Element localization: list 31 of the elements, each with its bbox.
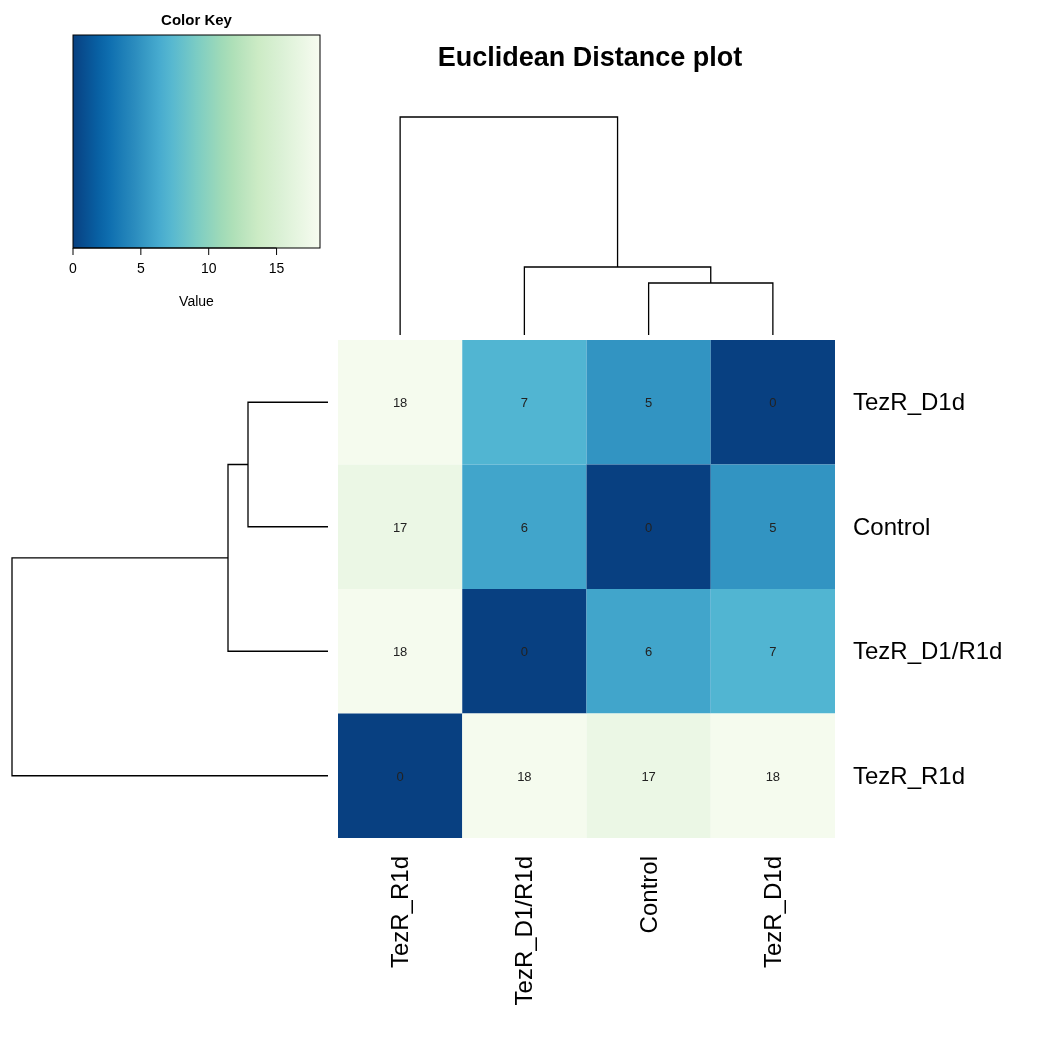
- x-tick-label: TezR_R1d: [386, 856, 414, 969]
- chart-title: Euclidean Distance plot: [437, 42, 743, 72]
- y-tick-label: TezR_R1d: [853, 761, 966, 789]
- data-label: 5: [645, 395, 653, 411]
- x-tick-label: Control: [634, 856, 662, 934]
- x-tick-label: TezR_D1d: [758, 856, 786, 969]
- data-label: 17: [392, 519, 408, 535]
- data-label: 7: [520, 395, 528, 411]
- legend-title: Color Key: [161, 11, 233, 28]
- data-label: 0: [396, 768, 404, 784]
- color-bar-label: 5: [136, 260, 145, 276]
- data-label: 7: [769, 644, 777, 660]
- data-label: 5: [769, 519, 777, 535]
- data-label: 0: [520, 644, 528, 660]
- data-label: 18: [392, 395, 408, 411]
- data-label: 6: [645, 644, 653, 660]
- x-tick-label: TezR_D1/R1d: [510, 856, 538, 1006]
- color-bar-label: 10: [200, 260, 217, 276]
- color-bar-title: Value: [179, 293, 215, 309]
- data-label: 18: [392, 644, 408, 660]
- color-bar-label: 0: [69, 260, 78, 276]
- data-label: 6: [520, 519, 528, 535]
- data-label: 18: [765, 768, 781, 784]
- color-bar-label: 15: [268, 260, 285, 276]
- data-label: 0: [769, 395, 777, 411]
- data-label: 0: [645, 519, 653, 535]
- y-tick-label: TezR_D1/R1d: [853, 637, 1003, 665]
- y-tick-label: TezR_D1d: [853, 388, 966, 416]
- y-tick-label: Control: [853, 512, 931, 540]
- data-label: 18: [517, 768, 532, 784]
- data-label: 17: [641, 768, 656, 784]
